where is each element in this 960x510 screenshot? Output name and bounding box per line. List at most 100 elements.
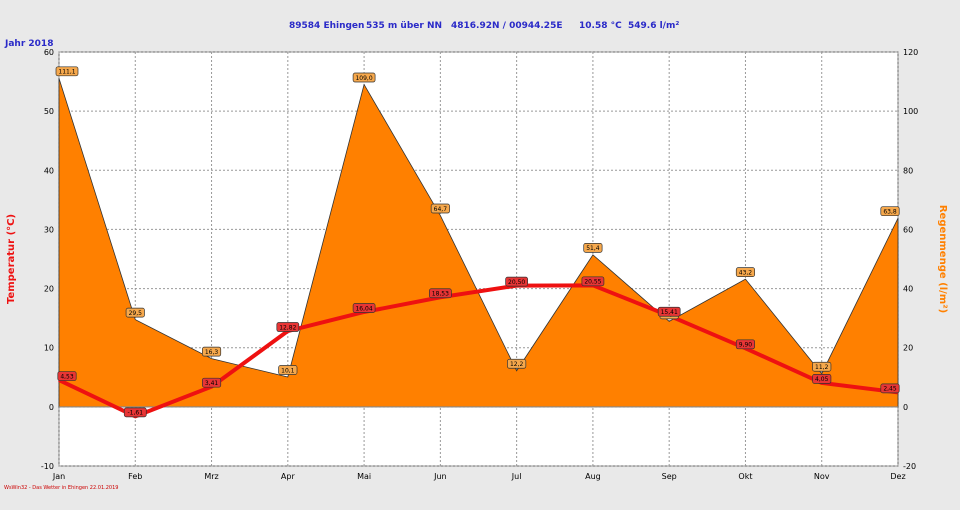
x-axis-tick-label: Mrz — [204, 472, 218, 481]
footer-note: WsWin32 - Das Wetter in Ehingen 22.01.20… — [4, 485, 119, 491]
data-label-box — [201, 377, 222, 388]
right-axis-tick-label: 0 — [903, 403, 908, 412]
temperature-data-label: 4,05 — [812, 374, 832, 384]
rain-data-label: 29,5 — [125, 307, 145, 318]
axis-layer: -10 0 10 20 30 40 50 60 -20 0 20 40 60 80 100 120 Jan Feb… — [6, 48, 948, 481]
data-label-text: 51,4 — [586, 245, 600, 252]
x-axis-tick-label: Mai — [357, 472, 371, 481]
temperature-data-label: 18,53 — [429, 288, 452, 299]
temperature-data-label: 15,41 — [657, 306, 681, 317]
data-label-text: 16,3 — [205, 349, 219, 356]
average-temperature: 10.58 °C — [579, 21, 622, 31]
left-axis-tick-label: 20 — [44, 285, 54, 294]
data-label-text: 18,53 — [432, 291, 449, 298]
data-label-box — [430, 203, 450, 214]
data-label-box — [352, 303, 376, 313]
temperature-data-label: 3,41 — [201, 377, 222, 388]
temperature-data-label: 4,53 — [57, 371, 77, 381]
data-label-text: 11,2 — [815, 364, 829, 371]
data-label-box — [123, 407, 147, 418]
temperature-data-label: 2,45 — [880, 383, 900, 394]
data-label-text: 4,53 — [60, 373, 74, 380]
right-axis-tick-label: 40 — [903, 285, 913, 294]
data-label-box — [657, 306, 681, 317]
right-axis-tick-label: 100 — [903, 107, 918, 116]
rain-data-label: 51,4 — [583, 243, 603, 253]
left-axis-title: Temperatur (°C) — [6, 214, 17, 304]
data-label-text: 43,2 — [739, 269, 753, 276]
data-label-box — [57, 371, 77, 381]
data-label-text: 16,04 — [355, 305, 372, 312]
data-label-text: -1,61 — [128, 410, 144, 417]
data-label-box — [352, 72, 376, 83]
left-axis-tick-label: 60 — [44, 48, 54, 57]
data-label-text: 20,50 — [508, 279, 525, 286]
right-axis-tick-label: 120 — [903, 48, 918, 57]
rain-data-label: 11,2 — [812, 361, 832, 372]
rain-data-label: 64,7 — [430, 203, 450, 214]
data-label-box — [880, 206, 900, 217]
left-axis-tick-label: 50 — [44, 107, 54, 116]
data-label-box — [581, 276, 605, 287]
data-label-text: 3,41 — [205, 380, 219, 387]
station-altitude: 535 m über NN — [366, 21, 443, 31]
temperature-data-label: 16,04 — [352, 303, 376, 313]
data-label-box — [125, 307, 145, 318]
data-label-text: 2,45 — [883, 386, 897, 393]
left-axis-tick-label: 0 — [49, 403, 54, 412]
data-label-text: 111,1 — [58, 69, 75, 76]
total-rainfall: 549.6 l/m² — [628, 21, 680, 31]
x-axis-tick-label: Nov — [814, 472, 830, 481]
x-axis-tick-label: Jan — [52, 472, 65, 481]
data-label-box — [735, 339, 756, 350]
right-axis-tick-label: 60 — [903, 225, 913, 234]
data-label-box — [583, 243, 603, 253]
data-label-box — [812, 374, 832, 384]
rain-data-label: 63,8 — [880, 206, 900, 217]
data-label-box — [276, 322, 300, 332]
right-axis-tick-label: 80 — [903, 166, 913, 175]
left-axis-tick-label: 40 — [44, 166, 54, 175]
data-label-box — [201, 346, 222, 357]
data-label-text: 109,0 — [355, 75, 372, 82]
data-label-text: 9,90 — [739, 342, 753, 349]
data-label-box — [505, 276, 528, 287]
x-axis-tick-label: Jun — [433, 472, 447, 481]
rain-data-label: 111,1 — [55, 66, 79, 77]
x-axis-tick-label: Aug — [585, 472, 601, 481]
left-axis-tick-label: 30 — [44, 225, 54, 234]
data-label-layer: 111,129,516,310,1109,064,712,251,428,943… — [55, 66, 900, 418]
left-axis-tick-label: 10 — [44, 344, 54, 353]
data-label-text: 10,1 — [281, 367, 295, 374]
data-label-text: 15,41 — [661, 309, 678, 316]
right-axis-tick-label: -20 — [903, 462, 916, 471]
data-label-text: 63,8 — [883, 208, 897, 215]
station-name: 89584 Ehingen — [289, 21, 365, 31]
data-label-box — [55, 66, 79, 77]
year-label: Jahr 2018 — [5, 39, 54, 49]
x-axis-tick-label: Apr — [281, 472, 296, 481]
data-label-box — [507, 358, 527, 369]
station-coordinates: 4816.92N / 00944.25E — [451, 21, 563, 31]
data-label-box — [429, 288, 452, 299]
rain-data-label: 16,3 — [201, 346, 222, 357]
x-axis-tick-label: Sep — [662, 472, 677, 481]
right-axis-title: Regenmenge (l/m²) — [937, 205, 948, 313]
x-axis-tick-label: Feb — [128, 472, 142, 481]
temperature-line-layer — [58, 283, 899, 419]
temperature-data-label: -1,61 — [123, 407, 147, 418]
rain-data-label: 109,0 — [352, 72, 376, 83]
x-axis-tick-label: Dez — [890, 472, 905, 481]
data-label-text: 20,55 — [584, 279, 601, 286]
right-axis-tick-label: 20 — [903, 344, 913, 353]
temperature-data-label: 20,50 — [505, 276, 528, 287]
rain-data-label: 43,2 — [735, 267, 756, 277]
data-label-box — [278, 365, 298, 375]
temperature-line — [58, 283, 899, 419]
rain-data-label: 10,1 — [278, 365, 298, 375]
data-label-text: 4,05 — [815, 376, 829, 383]
x-axis-tick-label: Okt — [738, 472, 752, 481]
left-axis-tick-label: -10 — [41, 462, 54, 471]
